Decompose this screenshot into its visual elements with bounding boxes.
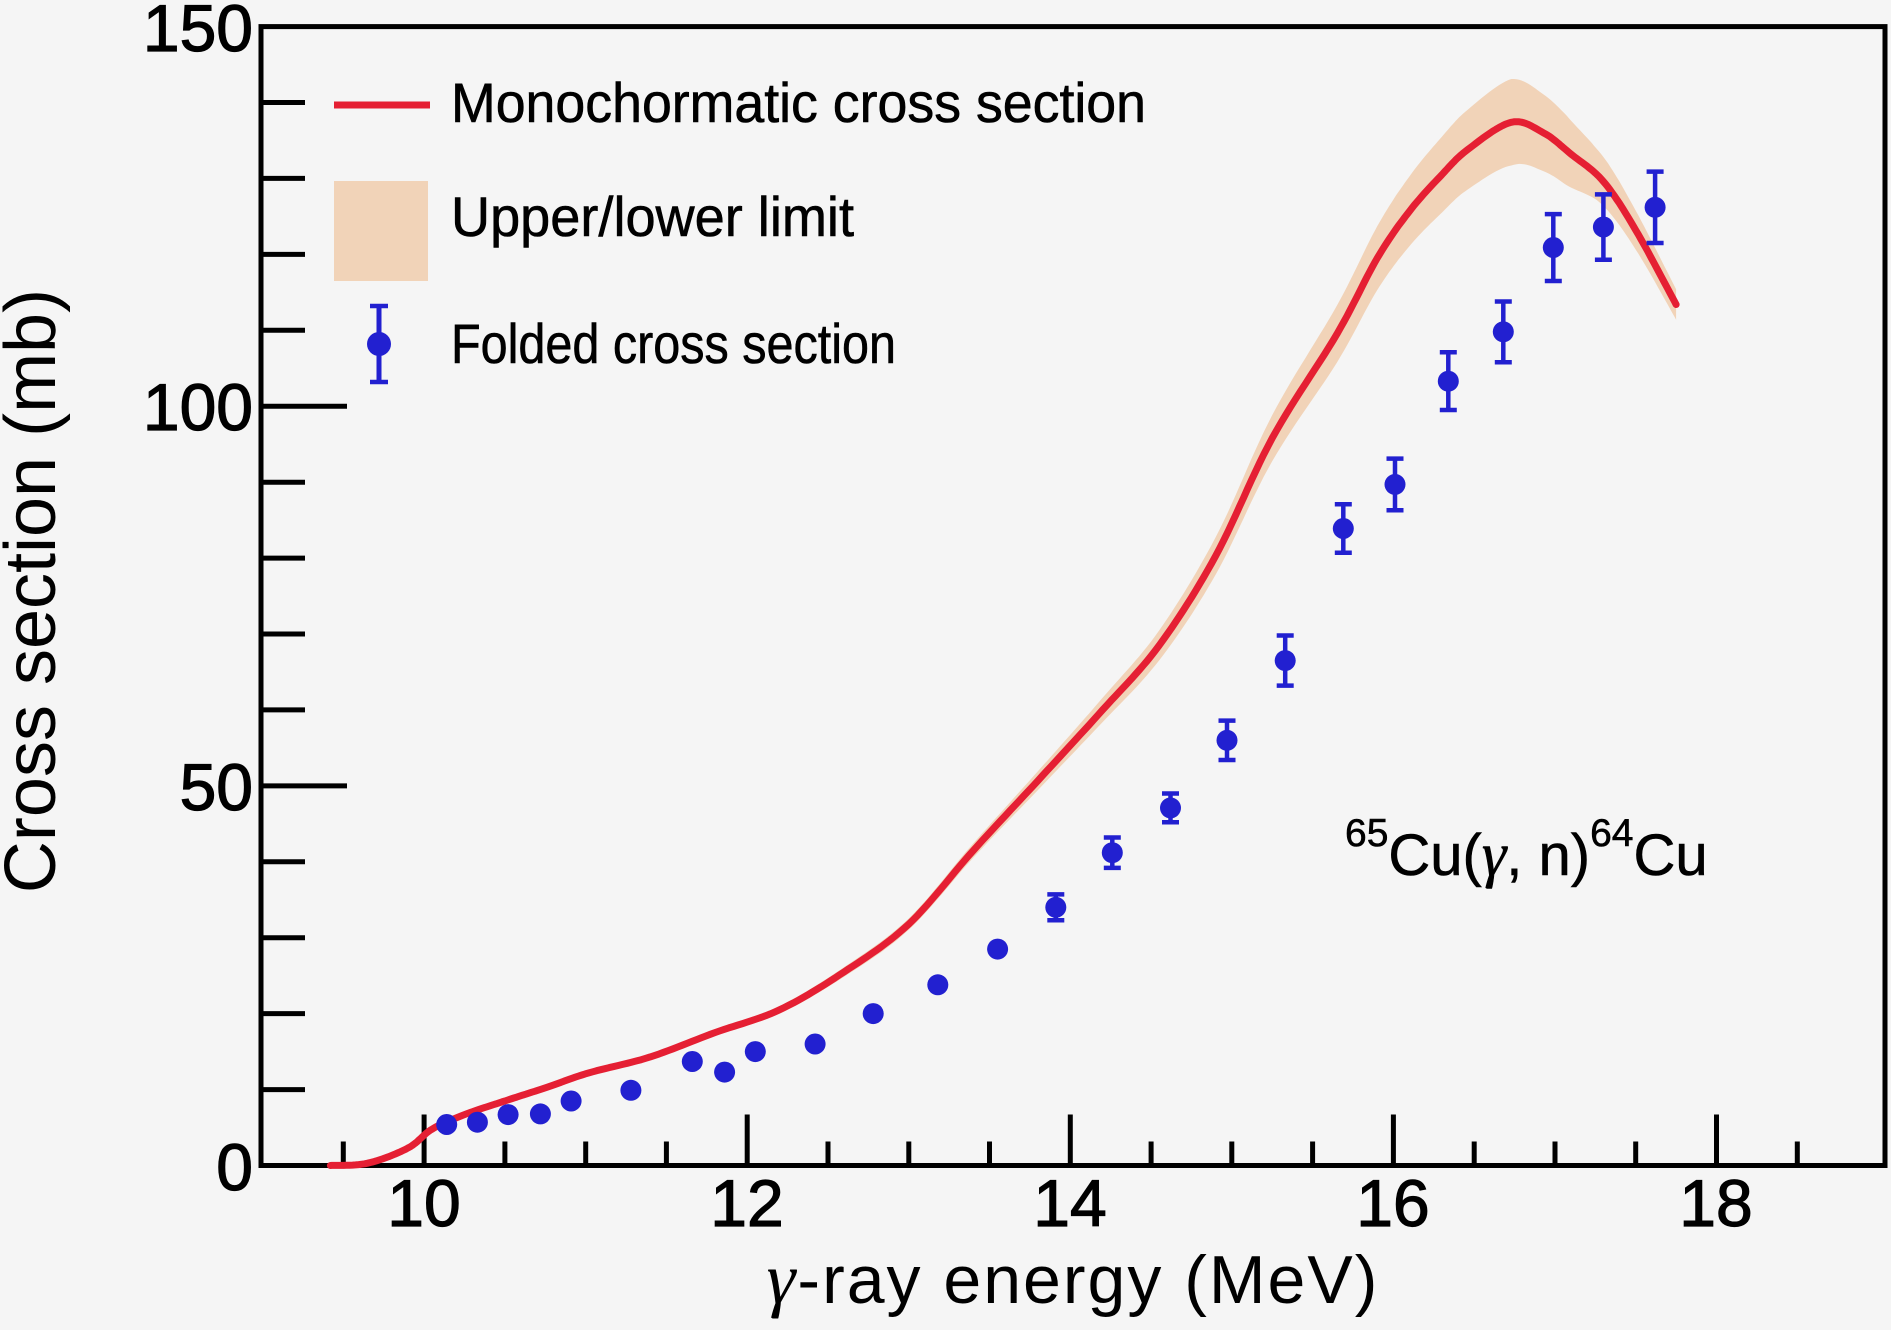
svg-text:0: 0: [216, 1130, 253, 1204]
svg-text:Monochormatic cross section: Monochormatic cross section: [451, 71, 1146, 134]
svg-text:12: 12: [710, 1166, 783, 1240]
svg-text:Folded cross section: Folded cross section: [451, 312, 896, 375]
svg-text:10: 10: [387, 1166, 460, 1240]
svg-text:γ-ray energy (MeV): γ-ray energy (MeV): [767, 1238, 1380, 1319]
svg-text:Cross section (mb): Cross section (mb): [0, 289, 71, 893]
svg-text:100: 100: [143, 370, 253, 444]
svg-text:16: 16: [1356, 1166, 1429, 1240]
svg-text:50: 50: [180, 750, 253, 824]
svg-text:65Cu(γ, n)64Cu: 65Cu(γ, n)64Cu: [1345, 812, 1708, 889]
svg-text:Upper/lower limit: Upper/lower limit: [451, 185, 854, 248]
svg-text:150: 150: [143, 0, 253, 65]
svg-text:18: 18: [1679, 1166, 1752, 1240]
svg-text:14: 14: [1033, 1166, 1106, 1240]
